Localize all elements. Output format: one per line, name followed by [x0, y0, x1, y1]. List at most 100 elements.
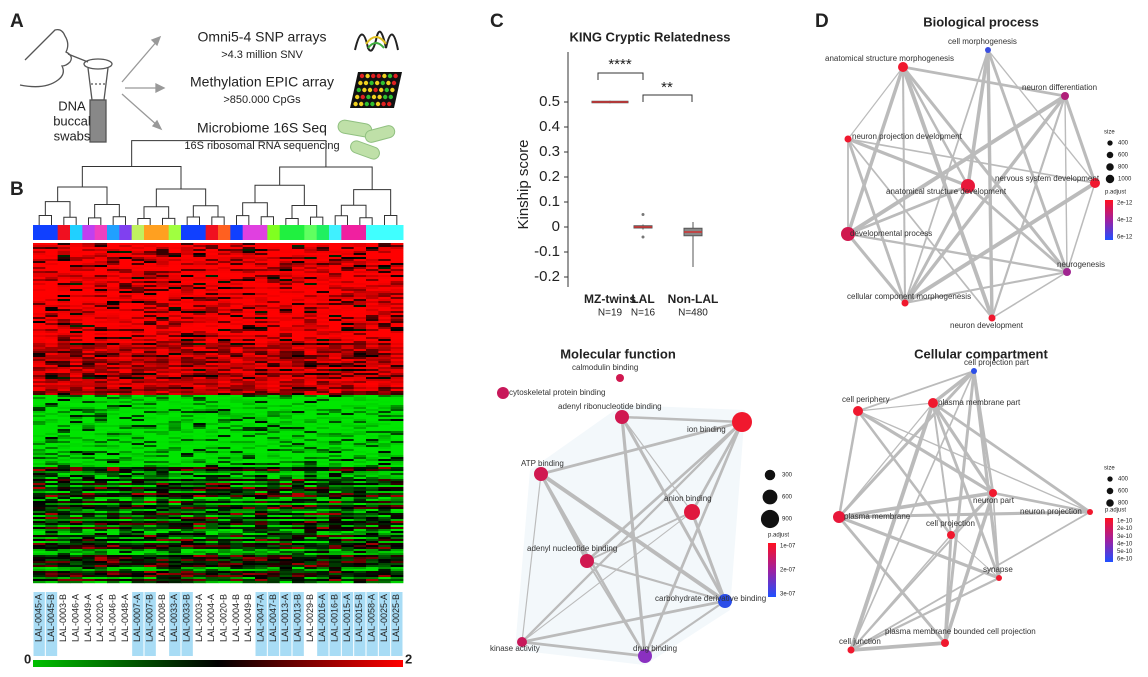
heatmap-cell	[390, 501, 404, 504]
heatmap-cell	[304, 283, 318, 286]
heatmap-cell	[205, 531, 219, 534]
heatmap-cell	[131, 375, 145, 378]
heatmap-cell	[279, 301, 293, 304]
heatmap-cell	[70, 299, 83, 302]
heatmap-cell	[119, 245, 133, 248]
heatmap-cell	[131, 385, 145, 388]
heatmap-cell	[267, 517, 281, 520]
heatmap-cell	[70, 317, 83, 320]
heatmap-cell	[82, 531, 96, 534]
heatmap-cell	[70, 379, 83, 382]
heatmap-cell	[378, 409, 392, 412]
heatmap-cell	[131, 459, 145, 462]
heatmap-cell	[205, 481, 219, 484]
heatmap-cell	[33, 507, 46, 510]
heatmap-cell	[181, 331, 194, 334]
heatmap-cell	[304, 275, 318, 278]
heatmap-cell	[168, 499, 182, 502]
heatmap-cell	[279, 477, 293, 480]
heatmap-cell	[82, 307, 96, 310]
heatmap-cell	[107, 307, 120, 310]
heatmap-cell	[353, 535, 367, 538]
heatmap-cell	[156, 309, 170, 312]
heatmap-cell	[94, 485, 108, 488]
heatmap-cell	[45, 249, 59, 252]
heatmap-cell	[304, 367, 318, 370]
heatmap-cell	[390, 309, 404, 312]
heatmap-cell	[304, 533, 318, 536]
heatmap-cell	[255, 559, 268, 562]
heatmap-cell	[218, 379, 231, 382]
heatmap-cell	[168, 515, 182, 518]
heatmap-cell	[131, 337, 145, 340]
heatmap-cell	[255, 399, 268, 402]
heatmap-cell	[193, 359, 207, 362]
heatmap-cell	[33, 413, 46, 416]
heatmap-cell	[279, 519, 293, 522]
heatmap-cell	[316, 551, 330, 554]
heatmap-cell	[45, 497, 59, 500]
heatmap-cell	[119, 265, 133, 268]
heatmap-cell	[45, 475, 59, 478]
heatmap-cell	[279, 305, 293, 308]
heatmap-cell	[292, 391, 305, 394]
heatmap-cell	[94, 369, 108, 372]
heatmap-cell	[119, 253, 133, 256]
heatmap-cell	[107, 487, 120, 490]
heatmap-cell	[82, 489, 96, 492]
heatmap-cell	[267, 523, 281, 526]
heatmap-cell	[193, 491, 207, 494]
group-color	[230, 225, 244, 240]
heatmap-cell	[131, 343, 145, 346]
heatmap-cell	[378, 473, 392, 476]
heatmap-cell	[205, 265, 219, 268]
heatmap-cell	[33, 251, 46, 254]
heatmap-cell	[131, 411, 145, 414]
heatmap-cell	[255, 403, 268, 406]
heatmap-cell	[70, 459, 83, 462]
heatmap-cell	[242, 435, 256, 438]
heatmap-cell	[279, 421, 293, 424]
heatmap-cell	[304, 513, 318, 516]
heatmap-cell	[366, 447, 379, 450]
heatmap-cell	[144, 489, 157, 492]
heatmap-cell	[33, 529, 46, 532]
heatmap-cell	[218, 565, 231, 568]
heatmap-cell	[341, 525, 355, 528]
heatmap-cell	[82, 271, 96, 274]
heatmap-cell	[107, 345, 120, 348]
heatmap-cell	[107, 299, 120, 302]
heatmap-cell	[205, 437, 219, 440]
heatmap-cell	[341, 523, 355, 526]
heatmap-cell	[181, 281, 194, 284]
heatmap-cell	[57, 247, 71, 250]
heatmap-cell	[329, 249, 342, 252]
heatmap-cell	[57, 477, 71, 480]
heatmap-cell	[255, 451, 268, 454]
heatmap-cell	[57, 365, 71, 368]
heatmap-cell	[353, 359, 367, 362]
heatmap-cell	[205, 269, 219, 272]
heatmap-cell	[292, 555, 305, 558]
heatmap-cell	[316, 567, 330, 570]
heatmap-cell	[94, 261, 108, 264]
heatmap-cell	[193, 447, 207, 450]
heatmap-cell	[144, 503, 157, 506]
heatmap-cell	[279, 499, 293, 502]
heatmap-cell	[390, 363, 404, 366]
heatmap-cell	[57, 421, 71, 424]
heatmap-cell	[329, 307, 342, 310]
heatmap-cell	[156, 435, 170, 438]
heatmap-cell	[45, 431, 59, 434]
heatmap-cell	[255, 265, 268, 268]
heatmap-cell	[353, 531, 367, 534]
heatmap-cell	[366, 523, 379, 526]
heatmap-cell	[119, 501, 133, 504]
heatmap-cell	[329, 383, 342, 386]
heatmap-cell	[168, 509, 182, 512]
heatmap-cell	[390, 479, 404, 482]
group-color	[107, 225, 120, 240]
heatmap-cell	[304, 343, 318, 346]
heatmap-cell	[390, 275, 404, 278]
heatmap-cell	[70, 363, 83, 366]
